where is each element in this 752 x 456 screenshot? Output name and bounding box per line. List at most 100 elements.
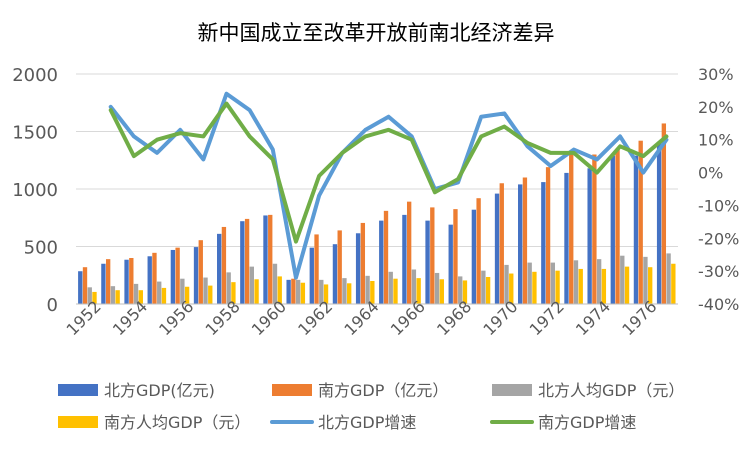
bar bbox=[462, 280, 468, 304]
bar bbox=[286, 279, 291, 304]
bar bbox=[666, 253, 671, 304]
bar bbox=[624, 266, 630, 304]
bar bbox=[587, 168, 592, 304]
bar bbox=[383, 210, 389, 304]
bar bbox=[332, 244, 338, 304]
lines bbox=[108, 91, 669, 280]
legend-label: 北方GDP增速 bbox=[318, 413, 416, 432]
bar bbox=[448, 224, 453, 304]
bar bbox=[355, 233, 361, 304]
bar bbox=[555, 270, 560, 304]
legend-label: 北方人均GDP（元） bbox=[538, 381, 684, 400]
bar bbox=[133, 283, 139, 304]
y-right-tick-label: 10% bbox=[698, 131, 734, 150]
bar bbox=[430, 207, 435, 304]
bar bbox=[203, 277, 208, 304]
bar bbox=[263, 215, 268, 304]
bar bbox=[476, 198, 481, 304]
bar bbox=[527, 262, 532, 304]
bar bbox=[92, 291, 97, 304]
bar bbox=[569, 154, 574, 304]
bar bbox=[300, 282, 306, 304]
bar bbox=[309, 247, 314, 304]
chart-title: 新中国成立至改革开放前南北经济差异 bbox=[198, 21, 555, 45]
bar bbox=[249, 266, 255, 304]
bar bbox=[82, 267, 88, 304]
bar bbox=[244, 218, 250, 304]
bar bbox=[295, 279, 301, 304]
bar bbox=[601, 268, 607, 304]
bar bbox=[198, 240, 203, 304]
bar bbox=[458, 276, 463, 304]
bar bbox=[101, 263, 106, 304]
bar bbox=[124, 259, 129, 304]
bar bbox=[337, 230, 342, 304]
bar bbox=[661, 123, 667, 304]
bar bbox=[277, 276, 282, 304]
bar bbox=[509, 273, 514, 304]
bar bbox=[406, 201, 412, 304]
bar bbox=[268, 214, 273, 304]
bar bbox=[615, 148, 620, 304]
bar bbox=[671, 263, 676, 304]
y-left-tick-label: 0 bbox=[47, 295, 58, 316]
bar bbox=[379, 220, 384, 304]
y-left-tick-label: 500 bbox=[24, 238, 58, 259]
bar bbox=[370, 281, 375, 304]
bar bbox=[170, 249, 176, 304]
bar bbox=[347, 283, 352, 304]
y-left-tick-label: 2000 bbox=[12, 65, 58, 86]
legend-swatch bbox=[492, 384, 532, 396]
bar bbox=[485, 276, 491, 304]
bar bbox=[643, 256, 648, 304]
legend-label: 南方GDP增速 bbox=[538, 413, 636, 432]
bar bbox=[656, 141, 662, 304]
bar bbox=[314, 234, 319, 304]
bar bbox=[481, 270, 486, 304]
bar bbox=[499, 183, 504, 304]
bar bbox=[439, 279, 444, 304]
y-right-tick-label: 20% bbox=[698, 98, 734, 117]
y-right-tick-label: -20% bbox=[698, 229, 739, 248]
bar bbox=[545, 167, 551, 304]
bar bbox=[291, 278, 296, 304]
bar bbox=[78, 271, 83, 304]
bar bbox=[592, 154, 597, 304]
bar bbox=[388, 271, 393, 304]
bar bbox=[240, 221, 245, 304]
bar bbox=[105, 259, 111, 304]
bar bbox=[365, 275, 370, 304]
bar bbox=[138, 290, 143, 304]
bar bbox=[161, 287, 167, 304]
bar bbox=[87, 287, 92, 304]
bar bbox=[110, 286, 116, 304]
bar bbox=[578, 268, 583, 304]
bar bbox=[402, 214, 407, 304]
bar bbox=[638, 140, 643, 304]
y-right-tick-label: -30% bbox=[698, 262, 739, 281]
bar bbox=[152, 252, 157, 304]
bar bbox=[471, 209, 477, 304]
legend-swatch bbox=[58, 416, 98, 428]
legend-swatch bbox=[272, 384, 312, 396]
y-right-tick-label: -40% bbox=[698, 295, 739, 314]
bar bbox=[221, 226, 227, 304]
bar bbox=[425, 220, 430, 304]
legend: 北方GDP(亿元) 南方GDP（亿元） 北方人均GDP（元） 南方人均GDP（元） 北方… bbox=[58, 381, 684, 432]
bar bbox=[596, 259, 602, 304]
bar bbox=[393, 278, 398, 304]
bar bbox=[226, 272, 231, 304]
bar bbox=[115, 290, 120, 304]
bar bbox=[633, 155, 639, 304]
y-left-tick-label: 1500 bbox=[12, 123, 58, 144]
bar bbox=[319, 279, 324, 304]
bar bbox=[411, 269, 417, 304]
series-line bbox=[108, 101, 669, 244]
bar bbox=[434, 272, 440, 304]
legend-label: 南方GDP（亿元） bbox=[318, 381, 448, 400]
bar bbox=[504, 264, 509, 304]
y-right-tick-label: 30% bbox=[698, 65, 734, 84]
bar bbox=[193, 247, 199, 304]
bar bbox=[129, 258, 134, 304]
